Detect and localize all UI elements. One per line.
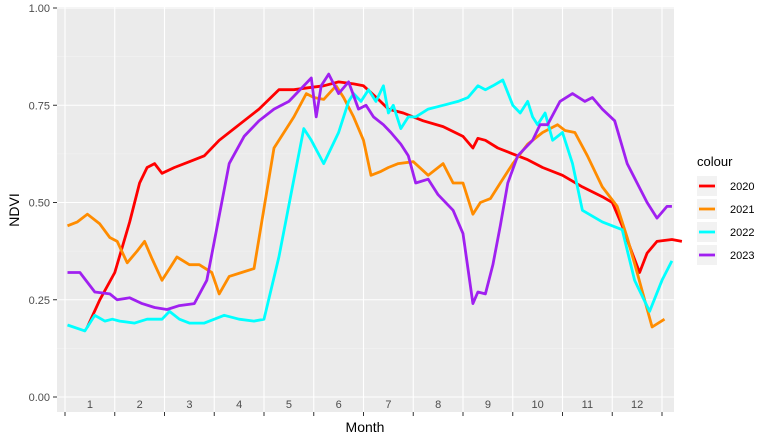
month-label: 7	[385, 399, 391, 411]
month-label: 9	[485, 399, 491, 411]
y-axis: 0.00 0.25 0.50 0.75 1.00	[29, 3, 57, 404]
series-line-2021	[66, 84, 666, 329]
series-line-2023	[67, 72, 672, 311]
legend-label-2021: 2021	[730, 204, 754, 216]
series-layer	[66, 72, 683, 333]
legend-label-2023: 2023	[730, 250, 754, 262]
month-label: 11	[582, 399, 593, 411]
y-tick-label: 0.00	[29, 392, 50, 404]
month-label: 6	[336, 399, 342, 411]
month-label: 4	[236, 399, 242, 411]
month-label: 2	[137, 399, 143, 411]
x-axis-title: Month	[346, 419, 385, 435]
month-label: 3	[186, 399, 192, 411]
y-tick-label: 1.00	[29, 3, 50, 15]
legend-label-2020: 2020	[730, 181, 754, 193]
month-label: 10	[532, 399, 544, 411]
month-label: 8	[435, 399, 441, 411]
month-label: 5	[286, 399, 292, 411]
month-label: 1	[87, 399, 93, 411]
legend-title: colour	[697, 154, 733, 169]
panel-background	[57, 7, 674, 412]
y-tick-label: 0.25	[29, 295, 50, 307]
series-line-2022	[67, 78, 674, 333]
x-axis: 1 2 3 4 5 6 7 8 9 10 11 12	[64, 399, 663, 416]
legend-label-2022: 2022	[730, 227, 754, 239]
y-tick-label: 0.50	[29, 198, 50, 210]
major-grid	[57, 7, 674, 412]
month-label: 12	[631, 399, 643, 411]
y-tick-label: 0.75	[29, 100, 50, 112]
legend: colour 2020 2021 2022 2023	[697, 154, 754, 265]
y-axis-title: NDVI	[6, 193, 22, 226]
